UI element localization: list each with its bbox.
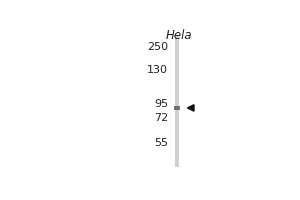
- Text: 95: 95: [154, 99, 168, 109]
- Text: 55: 55: [154, 138, 168, 148]
- Text: Hela: Hela: [166, 29, 193, 42]
- Polygon shape: [188, 105, 194, 111]
- Text: 130: 130: [147, 65, 168, 75]
- Text: 72: 72: [154, 113, 168, 123]
- Text: 250: 250: [147, 42, 168, 52]
- Bar: [175, 36, 179, 167]
- Bar: [174, 106, 180, 110]
